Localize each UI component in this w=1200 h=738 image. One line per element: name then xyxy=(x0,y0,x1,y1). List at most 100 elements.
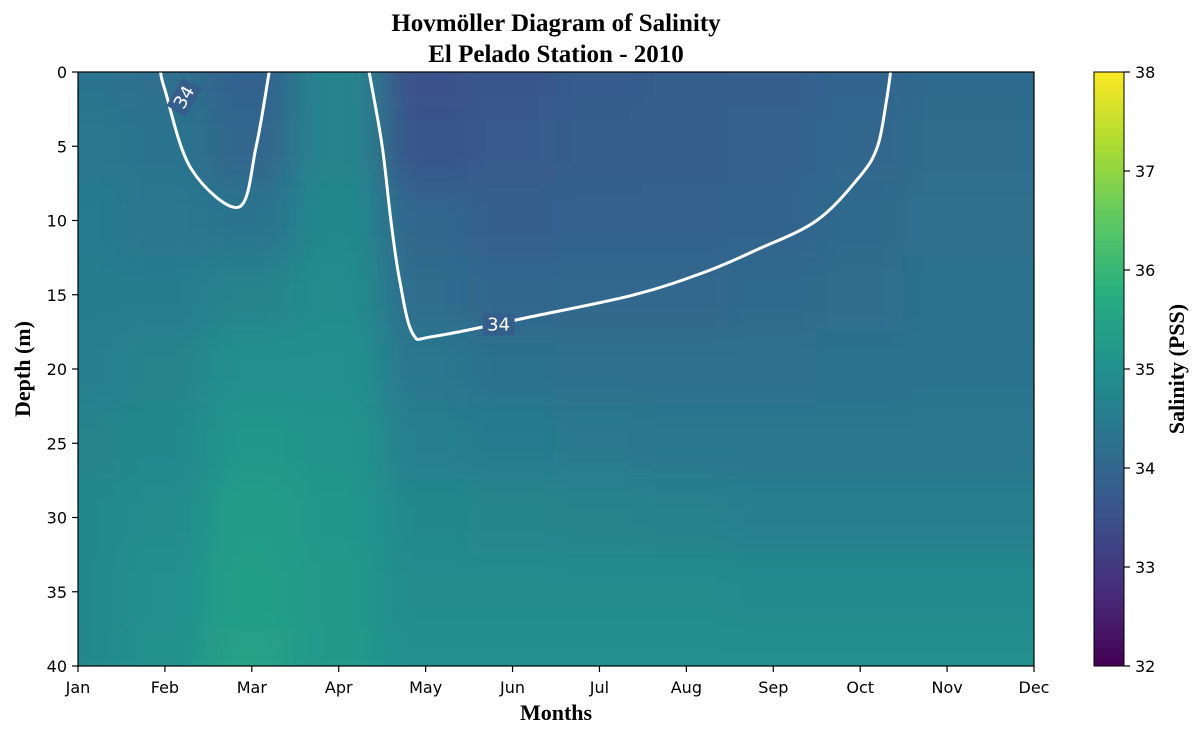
x-tick-label: Jun xyxy=(499,678,525,697)
colorbar-segment xyxy=(1094,507,1124,514)
colorbar-segment xyxy=(1094,155,1124,162)
colorbar-segment xyxy=(1094,343,1124,350)
colorbar-segment xyxy=(1094,289,1124,296)
colorbar-segment xyxy=(1094,249,1124,256)
colorbar-segment xyxy=(1094,536,1124,543)
colorbar-segment xyxy=(1094,472,1124,479)
colorbar-tick-label: 36 xyxy=(1135,261,1155,280)
colorbar-segment xyxy=(1094,180,1124,187)
x-tick-label: Dec xyxy=(1019,678,1050,697)
heatmap-cell xyxy=(815,479,905,556)
colorbar-segment xyxy=(1094,121,1124,127)
colorbar-segment xyxy=(1094,512,1124,518)
heatmap-cell xyxy=(207,182,297,259)
colorbar-segment xyxy=(1094,482,1124,489)
heatmap-cell xyxy=(641,627,731,666)
heatmap-cell xyxy=(294,405,384,482)
x-tick-label: Nov xyxy=(931,678,962,697)
x-tick-label: Jan xyxy=(65,678,91,697)
heatmap-cell xyxy=(381,108,471,185)
colorbar-segment xyxy=(1094,487,1124,494)
heatmap-cell xyxy=(120,553,210,630)
colorbar-segment xyxy=(1094,130,1124,137)
colorbar-segment xyxy=(1094,635,1124,642)
heatmap-cell xyxy=(728,182,818,259)
colorbar-segment xyxy=(1094,86,1124,93)
heatmap-cell xyxy=(78,182,123,259)
heatmap-cell xyxy=(815,182,905,259)
colorbar-segment xyxy=(1094,195,1124,202)
heatmap-cell xyxy=(78,479,123,556)
colorbar-segment xyxy=(1094,125,1124,132)
heatmap-cell xyxy=(641,479,731,556)
heatmap-cell xyxy=(728,627,818,666)
heatmap-cell xyxy=(555,553,644,630)
y-axis: 0 5 10 15 20 25 30 35 40 xyxy=(47,63,78,676)
heatmap-cell xyxy=(381,479,471,556)
heatmap-cell xyxy=(207,72,297,111)
heatmap-cell xyxy=(381,553,471,630)
colorbar-segment xyxy=(1094,556,1124,563)
y-tick-label: 30 xyxy=(47,509,67,528)
heatmap-cell xyxy=(728,479,818,556)
x-tick-label: Mar xyxy=(237,678,268,697)
colorbar-segment xyxy=(1094,546,1124,553)
y-tick-label: 5 xyxy=(57,137,67,156)
colorbar-segment xyxy=(1094,244,1124,251)
colorbar-segment xyxy=(1094,338,1124,345)
colorbar-segment xyxy=(1094,576,1124,583)
colorbar-segment xyxy=(1094,437,1124,444)
heatmap-cell xyxy=(120,627,210,666)
x-tick-label: May xyxy=(409,678,442,697)
heatmap-cell xyxy=(815,405,905,482)
colorbar-segment xyxy=(1094,418,1124,424)
colorbar-segment xyxy=(1094,294,1124,301)
heatmap-cell xyxy=(207,553,297,630)
heatmap-cell xyxy=(468,330,557,408)
colorbar-segment xyxy=(1094,309,1124,316)
heatmap-cell xyxy=(641,108,731,185)
colorbar-segment xyxy=(1094,502,1124,509)
heatmap-cell xyxy=(902,553,992,630)
colorbar-segment xyxy=(1094,259,1124,266)
heatmap-cell xyxy=(294,553,384,630)
colorbar-segment xyxy=(1094,398,1124,405)
colorbar-segment xyxy=(1094,140,1124,147)
colorbar-segment xyxy=(1094,586,1124,593)
colorbar-segment xyxy=(1094,210,1124,217)
colorbar-segment xyxy=(1094,601,1124,608)
heatmap-cell xyxy=(641,72,731,111)
heatmap-cell xyxy=(78,330,123,408)
heatmap-cell xyxy=(468,405,557,482)
colorbar-segment xyxy=(1094,432,1124,439)
heatmap-cell xyxy=(294,182,384,259)
colorbar-segment xyxy=(1094,101,1124,108)
colorbar-segment xyxy=(1094,333,1124,340)
contour-label-gap xyxy=(166,77,202,117)
colorbar-segment xyxy=(1094,106,1124,113)
colorbar-tick-label: 34 xyxy=(1135,459,1155,478)
colorbar-segment xyxy=(1094,596,1124,603)
colorbar-segment xyxy=(1094,205,1124,212)
heatmap-cell xyxy=(728,330,818,408)
heatmap-cell xyxy=(468,627,557,666)
colorbar-segment xyxy=(1094,170,1124,177)
colorbar-segment xyxy=(1094,323,1124,330)
heatmap-cell xyxy=(78,405,123,482)
heatmap-cell xyxy=(641,553,731,630)
colorbar-segment xyxy=(1094,284,1124,291)
colorbar-segment xyxy=(1094,611,1124,617)
colorbar-segment xyxy=(1094,650,1124,657)
colorbar-segment xyxy=(1094,373,1124,380)
x-axis: Jan Feb Mar Apr May Jun Jul Aug Sep Oct Nov Dec xyxy=(65,666,1050,697)
heatmap-cell xyxy=(120,108,210,185)
colorbar-segment xyxy=(1094,571,1124,578)
y-tick-label: 40 xyxy=(47,657,67,676)
x-tick-label: Jul xyxy=(589,678,609,697)
heatmap-cell xyxy=(989,479,1034,556)
colorbar-segment xyxy=(1094,427,1124,434)
heatmap-cell xyxy=(641,405,731,482)
colorbar-segment xyxy=(1094,640,1124,647)
contour-label-gap xyxy=(482,313,515,336)
heatmap-cell xyxy=(120,182,210,259)
